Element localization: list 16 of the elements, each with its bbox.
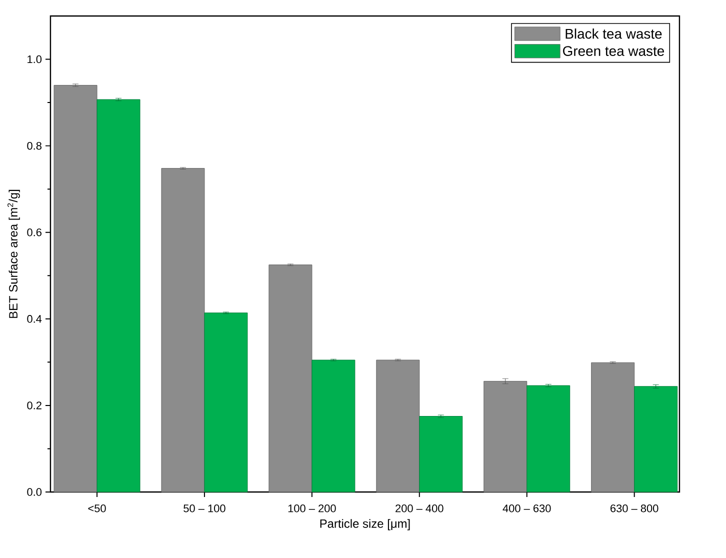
y-tick-label: 0.4 (27, 315, 42, 323)
y-tick-label: 0.6 (27, 228, 42, 236)
x-tick-label: 400 – 630 (502, 504, 551, 512)
x-axis-title: Particle size [μm] (320, 519, 410, 530)
y-tick-label: 0.8 (27, 142, 42, 150)
legend-label: Black tea waste (566, 28, 662, 39)
x-tick-label: 50 – 100 (184, 504, 226, 512)
x-tick-label: 100 – 200 (288, 504, 336, 512)
y-axis-title: BET Surface area [m$^{2}$/g] (8, 190, 20, 318)
y-tick-label: 0.0 (27, 488, 42, 496)
y-tick-label: 0.2 (27, 402, 42, 410)
x-tick-label: 200 – 400 (396, 504, 444, 512)
x-tick-label: 630 – 800 (610, 504, 658, 512)
legend-label: Green tea waste (563, 46, 664, 56)
x-tick-label: <50 (88, 504, 106, 512)
y-tick-label: 1.0 (28, 55, 42, 64)
